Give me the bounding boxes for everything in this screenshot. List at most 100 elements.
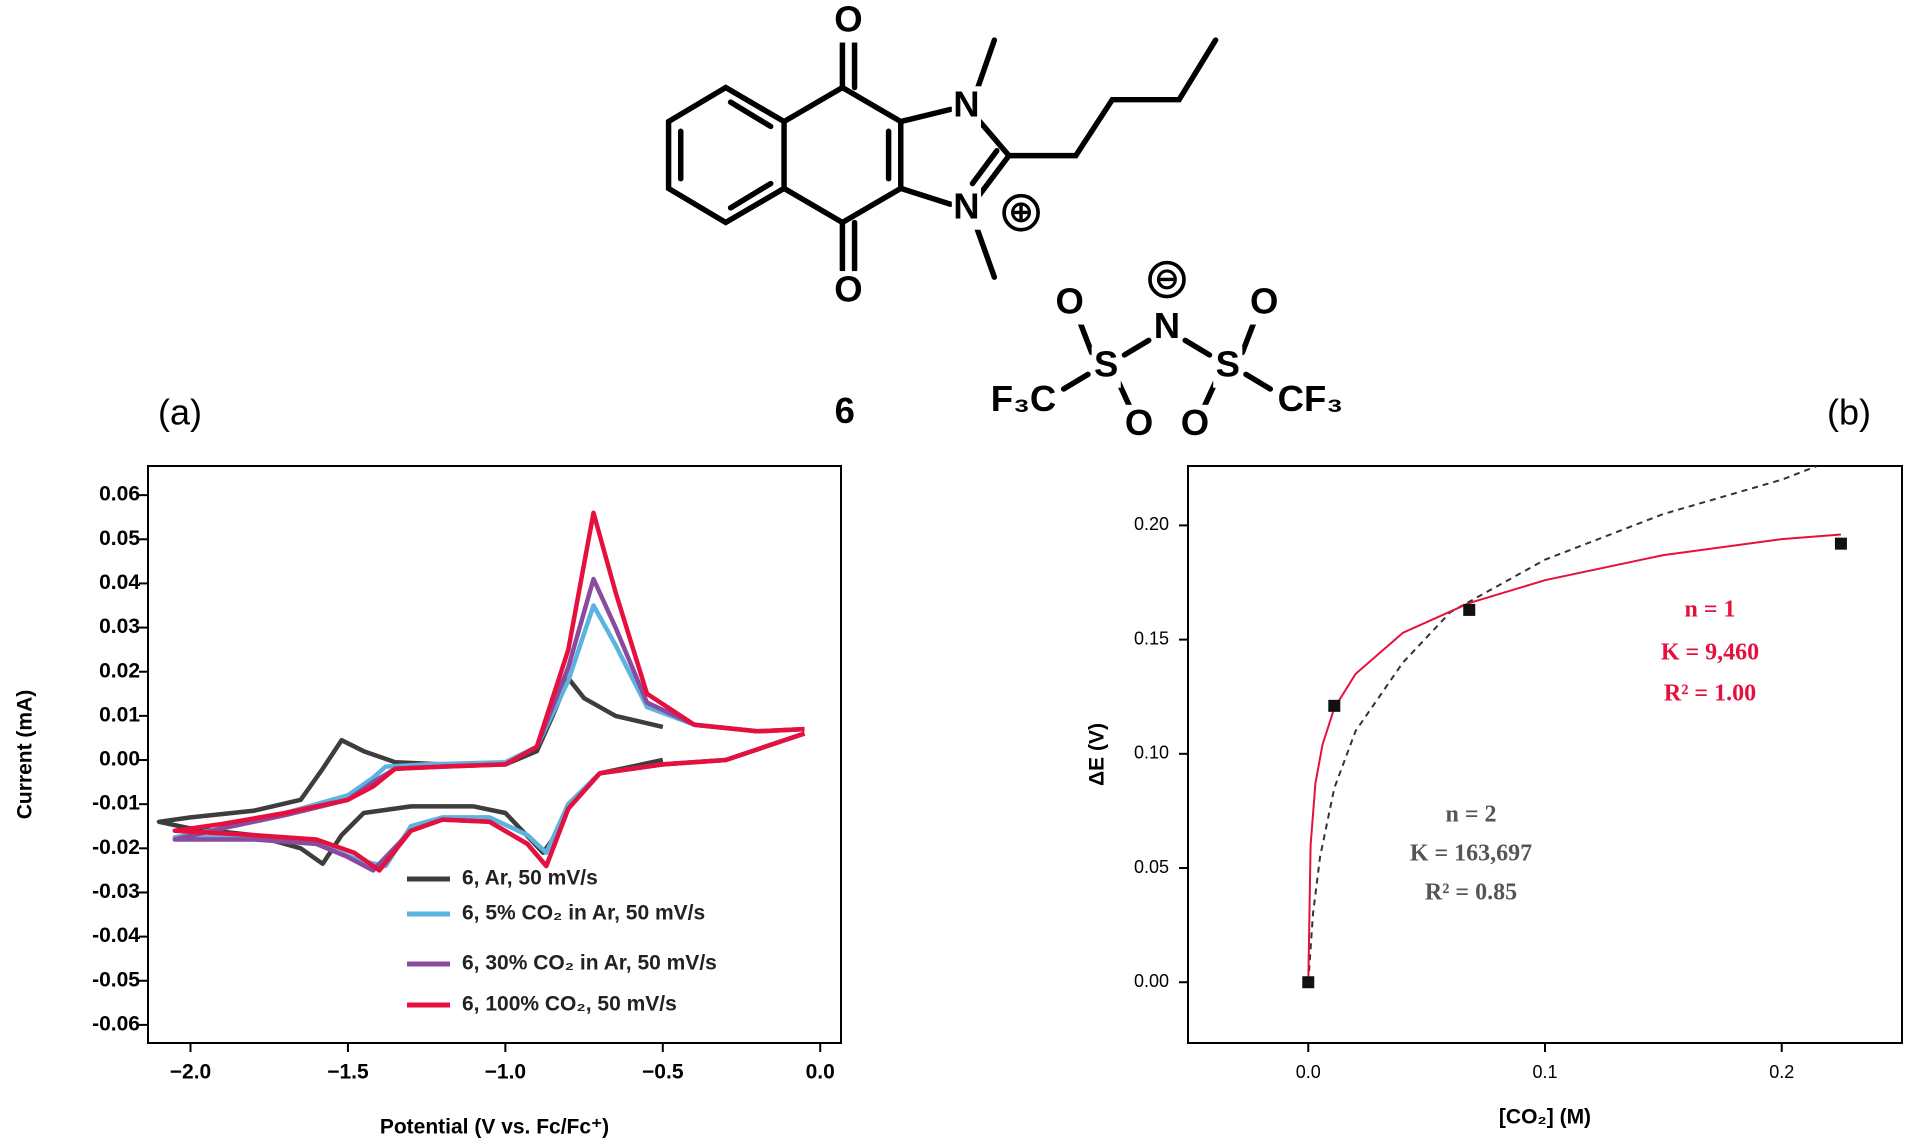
bond — [1182, 337, 1213, 358]
atom-label-bg — [951, 188, 981, 230]
atom-label: S — [1216, 344, 1240, 385]
atom-label: O — [834, 0, 862, 40]
data-point — [1463, 603, 1476, 616]
y-tick-label: 0.05 — [99, 527, 140, 550]
plot-frame — [1187, 465, 1903, 1044]
y-tick-label: 0.00 — [1134, 971, 1169, 991]
atom-label-bg — [1152, 307, 1182, 349]
x-axis-title: [CO₂] (M) — [1499, 1106, 1591, 1129]
bond — [1076, 318, 1095, 356]
y-tick-label: 0.05 — [1134, 857, 1169, 877]
y-tick-label: -0.04 — [92, 924, 140, 947]
bond — [898, 106, 954, 125]
atom-label-bg — [1124, 404, 1154, 447]
y-tick-label: 0.20 — [1134, 514, 1169, 534]
legend-label: 6, Ar, 50 mV/s — [462, 867, 598, 890]
charge-ring — [1148, 260, 1186, 299]
y-tick-label: 0.01 — [99, 703, 140, 726]
atom-label-bg — [833, 271, 864, 313]
annotation: R² = 1.00 — [1664, 681, 1756, 707]
bond — [977, 152, 1012, 198]
atom-label: O — [1250, 281, 1278, 322]
panel-label: (b) — [1827, 392, 1871, 433]
fit-curve-dashed — [1307, 466, 1818, 983]
bond — [1243, 371, 1274, 392]
atom-label: O — [834, 268, 862, 309]
atom-label: O — [1125, 402, 1153, 443]
y-axis-title: Current (mA) — [14, 690, 37, 820]
atom-label: N — [953, 186, 979, 227]
y-tick-label: 0.00 — [99, 748, 140, 771]
annotation: R² = 0.85 — [1425, 880, 1517, 906]
annotation: K = 9,460 — [1661, 640, 1759, 666]
panel-label: (a) — [158, 392, 202, 433]
atom-label-bg — [1091, 346, 1121, 388]
atom-label: N — [953, 84, 979, 125]
atom-label-bg — [1273, 380, 1347, 422]
y-tick-label: 0.04 — [99, 571, 140, 594]
bond — [977, 118, 1012, 159]
x-tick-label: 0.1 — [1532, 1062, 1557, 1082]
compound-number: 6 — [835, 390, 855, 431]
x-axis-title: Potential (V vs. Fc/Fc⁺) — [380, 1116, 609, 1139]
data-point — [1302, 976, 1315, 989]
x-tick-label: −0.5 — [642, 1061, 684, 1084]
bond — [1239, 318, 1258, 356]
atom-label-bg — [1213, 346, 1243, 388]
y-tick-label: 0.06 — [99, 483, 140, 506]
atom-label-bg — [833, 1, 864, 43]
bond — [973, 223, 998, 280]
bond — [969, 147, 1000, 187]
y-tick-label: -0.03 — [92, 880, 140, 903]
fit-curve — [1307, 533, 1841, 983]
atom-label-bg — [1180, 404, 1210, 447]
plot-frame — [147, 465, 842, 1044]
y-tick-label: -0.06 — [92, 1012, 140, 1035]
y-tick-label: 0.10 — [1134, 743, 1169, 763]
bond — [1060, 371, 1091, 392]
atom-label-bg — [1055, 283, 1085, 325]
atom-label-bg — [1249, 283, 1279, 325]
bond — [973, 37, 998, 96]
legend-label: 6, 5% CO₂ in Ar, 50 mV/s — [462, 902, 705, 925]
benzene-ring — [665, 84, 787, 226]
legend-label: 6, 100% CO₂, 50 mV/s — [462, 993, 677, 1016]
y-tick-label: 0.15 — [1134, 628, 1169, 648]
bond — [727, 99, 774, 130]
bond — [727, 180, 774, 211]
x-tick-label: 0.0 — [806, 1061, 835, 1084]
legend-label: 6, 30% CO₂ in Ar, 50 mV/s — [462, 952, 717, 975]
atom-label: O — [1056, 281, 1084, 322]
x-tick-label: −1.0 — [485, 1061, 526, 1084]
y-tick-label: -0.02 — [92, 836, 140, 859]
annotation: n = 1 — [1684, 597, 1735, 623]
atom-label: CF₃ — [1278, 378, 1343, 419]
data-point — [1834, 537, 1847, 550]
atom-label: N — [1154, 305, 1180, 346]
atom-label-bg — [987, 380, 1061, 422]
bond — [898, 185, 954, 207]
x-tick-label: −1.5 — [327, 1061, 369, 1084]
y-tick-label: 0.03 — [99, 615, 140, 638]
charge-ring — [1002, 193, 1040, 232]
atom-label: S — [1094, 344, 1118, 385]
y-axis-title: ΔE (V) — [1086, 723, 1109, 786]
x-tick-label: 0.2 — [1769, 1062, 1794, 1082]
annotation: n = 2 — [1445, 802, 1496, 828]
atom-label: O — [1181, 402, 1209, 443]
cv-curve — [172, 510, 806, 873]
data-point — [1328, 699, 1341, 712]
atom-label-bg — [951, 86, 981, 128]
charge-label: ⊖ — [1155, 264, 1179, 296]
charge-label: ⊕ — [1009, 197, 1033, 229]
atom-label: F₃C — [991, 378, 1056, 419]
quinone-ring — [781, 84, 904, 226]
bond — [1121, 337, 1152, 358]
butyl-chain — [1006, 37, 1219, 159]
y-tick-label: 0.02 — [99, 659, 140, 682]
y-tick-label: -0.05 — [92, 968, 140, 991]
cv-curve — [172, 603, 806, 869]
